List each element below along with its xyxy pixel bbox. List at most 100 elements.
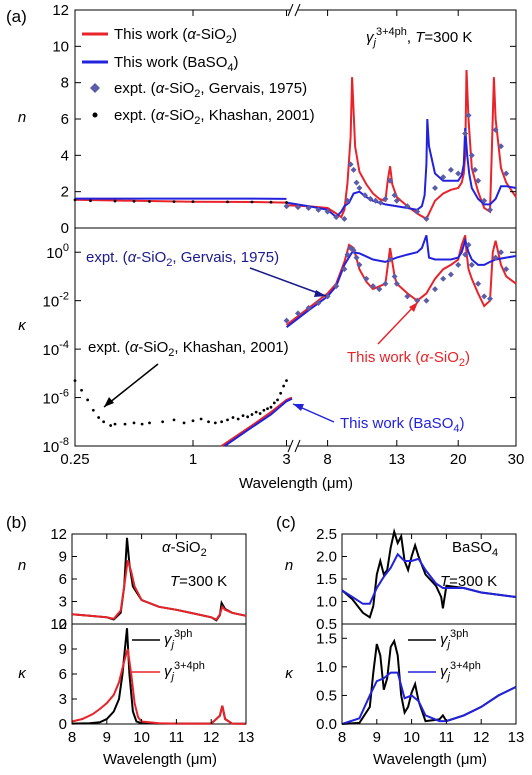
arrow-gervais bbox=[249, 267, 327, 297]
a-k-gervais-point bbox=[440, 275, 447, 282]
c-x-tick-label: 13 bbox=[508, 729, 525, 746]
c-top-ylabel: n bbox=[285, 557, 293, 574]
a-k-gervais-point bbox=[404, 293, 411, 300]
a-k-tick-label: 100 bbox=[46, 242, 69, 262]
a-n-baso4-line bbox=[75, 118, 517, 219]
b-legend-label-3ph: γj3ph bbox=[164, 628, 192, 651]
a-break-mark bbox=[287, 439, 294, 453]
a-k-gervais-point bbox=[295, 310, 301, 317]
a-k-gervais-point bbox=[363, 275, 370, 282]
b-n-tick-label: 0 bbox=[59, 616, 67, 633]
a-x-tick-label: 20 bbox=[450, 451, 467, 468]
legend-marker-gervais bbox=[90, 83, 100, 93]
annot-khashan: expt. (α-SiO2, Khashan, 2001) bbox=[88, 339, 289, 359]
a-n-khashan-point bbox=[132, 199, 136, 203]
a-n-khashan-point bbox=[113, 199, 117, 203]
c-x-tick-label: 9 bbox=[373, 729, 381, 746]
a-n-gervais-point bbox=[387, 177, 394, 184]
arrow-khashan bbox=[103, 363, 159, 408]
a-n-khashan-point bbox=[285, 201, 288, 204]
b-x-tick-label: 8 bbox=[68, 729, 76, 746]
a-k-gervais-point bbox=[305, 304, 312, 311]
c-annotation-material: BaSO4 bbox=[452, 539, 498, 559]
a-n-khashan-point bbox=[226, 200, 229, 204]
a-top-ylabel: n bbox=[18, 109, 26, 126]
a-k-gervais-point bbox=[465, 241, 472, 248]
a-n-tick-label: 0 bbox=[61, 220, 69, 237]
a-k-khashan-point bbox=[226, 418, 229, 422]
b-x-tick-label: 13 bbox=[238, 729, 255, 746]
a-k-khashan-point bbox=[73, 379, 77, 383]
a-k-khashan-point bbox=[220, 420, 224, 424]
a-n-gervais-point bbox=[497, 143, 504, 150]
a-k-khashan-point bbox=[250, 413, 254, 416]
a-k-gervais-point bbox=[393, 280, 400, 287]
a-x-tick-label: 8 bbox=[323, 451, 331, 468]
c-n-tick-label: 1.0 bbox=[316, 594, 337, 611]
panel-label-b: (b) bbox=[6, 513, 27, 532]
a-k-tick-label: 10-4 bbox=[43, 339, 69, 359]
b-x-tick-label: 12 bbox=[203, 729, 220, 746]
c-x-tick-label: 8 bbox=[338, 729, 346, 746]
a-n-gervais-point bbox=[391, 192, 398, 199]
panel-b-axes bbox=[71, 533, 247, 725]
a-k-gervais-point bbox=[353, 254, 360, 261]
a-n-gervais-point bbox=[353, 179, 360, 186]
c-legend-label-34ph: γj3+4ph bbox=[440, 660, 481, 683]
a-break-mark bbox=[287, 3, 294, 17]
panel-a-ticks: 0.25 1 3 8 13 20 3002468101210-810-610-410-210… bbox=[43, 2, 525, 468]
a-k-khashan-point bbox=[148, 421, 151, 425]
panel-a-series bbox=[73, 69, 517, 447]
a-n-gervais-point bbox=[350, 166, 357, 173]
a-n-gervais-point bbox=[492, 126, 499, 133]
a-k-khashan-point bbox=[80, 388, 83, 392]
a-n-gervais-point bbox=[283, 203, 290, 210]
a-n-tick-label: 2 bbox=[61, 184, 69, 201]
a-n-khashan-point bbox=[191, 200, 195, 204]
a-k-khashan-point bbox=[258, 412, 262, 415]
arrow-this-work-baso4-head bbox=[293, 404, 304, 411]
b-xlabel: Wavelength (μm) bbox=[103, 751, 217, 768]
a-n-gervais-point bbox=[315, 206, 322, 213]
a-k-gervais-point bbox=[455, 261, 462, 268]
arrow-khashan-head bbox=[104, 397, 114, 407]
a-k-khashan-point bbox=[102, 420, 106, 424]
annot-gervais: expt. (α-SiO2, Gervais, 1975) bbox=[86, 249, 279, 269]
b-annotation-temp: T=300 K bbox=[170, 573, 227, 590]
a-n-khashan-point bbox=[172, 200, 176, 204]
a-n-gervais-point bbox=[382, 195, 389, 202]
a-n-gervais-point bbox=[440, 174, 447, 181]
b-x-tick-label: 11 bbox=[169, 729, 185, 746]
c-n-tick-label: 1.5 bbox=[316, 571, 337, 588]
a-n-gervais-point bbox=[344, 197, 351, 204]
b-k-line-1 bbox=[71, 648, 247, 725]
a-k-gervais-point bbox=[324, 293, 331, 300]
a-k-gervais-point bbox=[475, 280, 482, 287]
a-n-gervais-point bbox=[305, 205, 312, 212]
a-k-gervais-point bbox=[497, 249, 504, 256]
a-x-tick-label: 1 bbox=[189, 451, 197, 468]
a-n-gervais-point bbox=[367, 195, 374, 202]
panel-label-c: (c) bbox=[276, 513, 296, 532]
a-n-gervais-point bbox=[347, 161, 354, 168]
panel-c-ticks: 8 9 10 11 12 13 0.5 1.0 1.5 2.0 2.5 0.0 0.5 1.0 1.5 bbox=[316, 526, 524, 746]
a-n-khashan-point bbox=[89, 199, 92, 203]
a-k-khashan-point bbox=[241, 414, 245, 417]
a-x-tick-label: 3 bbox=[282, 451, 290, 468]
panel-c-series bbox=[341, 527, 517, 725]
a-k-khashan-point bbox=[254, 410, 258, 414]
c-legend: γj3ph γj3+4ph bbox=[408, 628, 481, 683]
b-k-tick-label: 0 bbox=[59, 716, 67, 733]
a-n-gervais-point bbox=[423, 215, 430, 222]
a-break-mark bbox=[294, 3, 301, 17]
b-n-line-1 bbox=[71, 560, 247, 621]
b-top-ylabel: n bbox=[18, 557, 26, 574]
a-k-khashan-point bbox=[266, 407, 269, 410]
a-k-khashan-point bbox=[182, 421, 186, 425]
a-k-gervais-point bbox=[391, 273, 398, 280]
a-n-gervais-point bbox=[503, 170, 510, 177]
c-bottom-ylabel: κ bbox=[285, 665, 294, 682]
c-plot-frame bbox=[341, 533, 517, 725]
b-n-tick-label: 9 bbox=[59, 549, 67, 566]
a-k-gervais-point bbox=[356, 261, 363, 268]
